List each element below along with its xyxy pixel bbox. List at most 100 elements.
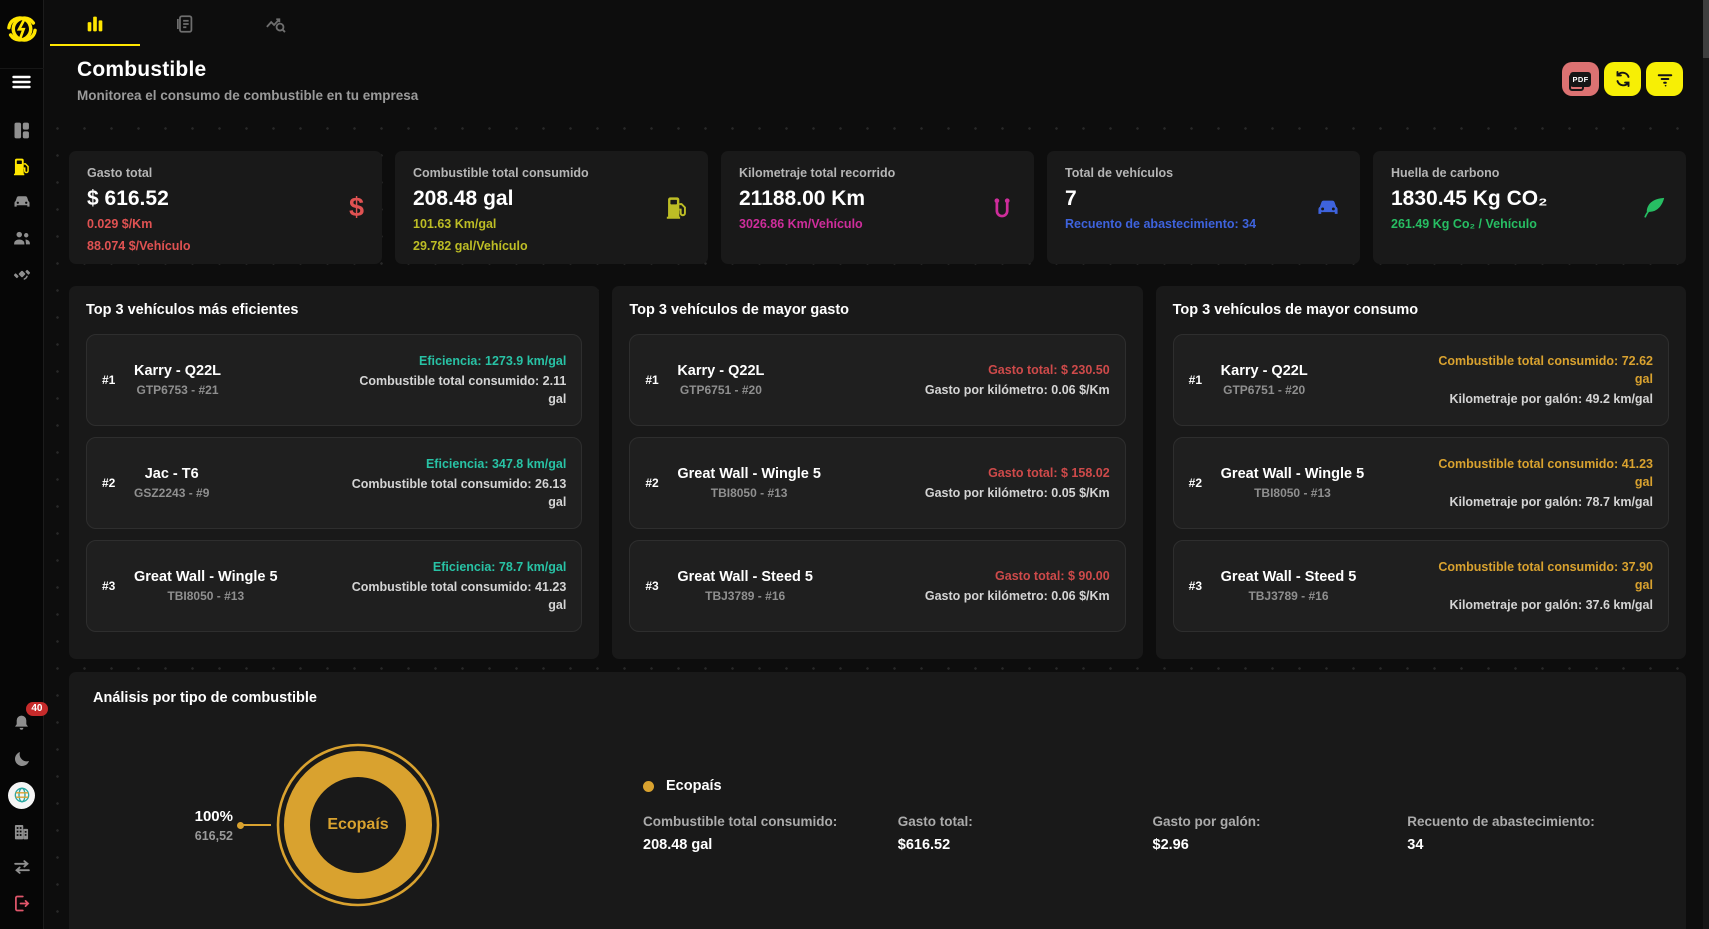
sidebar-bottom-group: 40 [0,702,48,921]
donut-value-label: 616,52 [194,828,233,843]
pdf-icon: PDF [1569,71,1592,87]
sidebar-item-dashboard[interactable] [0,112,44,148]
company-button[interactable] [0,813,44,849]
expense-value: Gasto total: $ 230.50 [988,362,1110,377]
detail-value: 208.48 gal [643,837,713,853]
analysis-title: Análisis por tipo de combustible [93,690,317,706]
fuel-pump-icon [666,197,686,219]
refresh-icon [1616,71,1629,87]
stat-value: $ 616.52 [87,187,169,210]
stat-sub: 261.49 Kg Co₂ / Vehículo [1391,217,1537,231]
detail-fuel-consumed: Combustible total consumido: 208.48 gal [643,814,898,853]
filter-button[interactable] [1646,62,1683,96]
vehicle-row: #3 Great Wall - Steed 5 TBJ3789 - #16 Co… [1172,540,1669,632]
vehicle-name: Jac - T6 [144,466,199,482]
sidebar-item-fuel[interactable] [0,148,44,184]
vehicle-plate: GTP6751 - #20 [679,383,762,397]
stat-sub: 88.074 $/Vehículo [87,238,191,253]
top3-consumption-card: Top 3 vehículos de mayor consumo #1 Karr… [1155,286,1686,659]
sidebar: 40 [0,0,48,929]
top3-row: Top 3 vehículos más eficientes #1 Karry … [69,286,1686,659]
rank-label: #1 [1188,373,1203,387]
rank-label: #1 [102,373,116,387]
route-icon [994,198,1010,218]
vehicle-row: #3 Great Wall - Wingle 5 TBI8050 - #13 E… [86,540,583,632]
detail-expense-per-gallon: Gasto por galón: $2.96 [1153,814,1408,853]
consumption-value: Combustible total consumido: 37.90 gal [1438,559,1653,592]
expense-per-km-value: Gasto por kilómetro: 0.06 $/Km [924,383,1110,397]
tab-analytics[interactable] [230,0,320,48]
moon-icon [14,752,29,766]
building-icon [14,824,29,839]
page-title: Combustible [77,58,207,81]
hamburger-icon [12,75,31,92]
vehicle-name: Great Wall - Steed 5 [1220,569,1357,585]
page-scrollbar[interactable] [1703,0,1709,929]
expense-per-km-value: Gasto por kilómetro: 0.05 $/Km [924,486,1110,500]
detail-label: Recuento de abastecimiento: [1407,814,1595,829]
stat-card-fuel-consumed: Combustible total consumido 208.48 gal 1… [395,151,708,264]
efficiency-value: Eficiencia: 78.7 km/gal [432,559,567,574]
top3-efficiency-card: Top 3 vehículos más eficientes #1 Karry … [69,286,600,659]
logout-button[interactable] [0,885,44,921]
scrollbar-thumb[interactable] [1703,0,1709,58]
leaf-icon [1644,197,1665,218]
gps-tracker-icon [13,269,30,280]
fuel-log-icon [176,15,193,33]
expense-per-km-value: Gasto por kilómetro: 0.06 $/Km [924,589,1110,603]
stat-value: 7 [1065,187,1077,210]
tab-charts[interactable] [50,0,140,48]
transfers-button[interactable] [0,849,44,885]
stat-label: Gasto total [87,166,153,180]
efficiency-value: Eficiencia: 347.8 km/gal [425,456,567,471]
stat-card-total-expense: Gasto total $ 616.52 0.029 $/Km 88.074 $… [69,151,382,264]
card-title: Top 3 vehículos de mayor consumo [1172,302,1419,318]
bar-chart-icon [87,16,103,32]
vehicle-plate: TBJ3789 - #16 [705,589,786,603]
stat-label: Kilometraje total recorrido [739,166,896,180]
vehicle-row: #2 Great Wall - Wingle 5 TBI8050 - #13 G… [629,437,1126,529]
km-per-gallon-value: Kilometraje por galón: 49.2 km/gal [1449,392,1653,407]
rank-label: #3 [1188,579,1203,593]
dashboard-content: Gasto total $ 616.52 0.029 $/Km 88.074 $… [44,115,1709,929]
vehicle-plate: TBJ3789 - #16 [1248,589,1329,603]
stat-sub: 0.029 $/Km [87,217,153,231]
consumption-value: Combustible total consumido: 41.23 gal [1438,456,1653,489]
stat-value: 208.48 gal [413,187,514,210]
notifications-button[interactable]: 40 [0,702,48,741]
stat-sub: Recuento de abastecimiento: 34 [1065,217,1257,231]
legend-item-ecopais[interactable]: Ecopaís [643,778,1662,794]
dark-mode-button[interactable] [0,741,44,777]
rank-label: #2 [1188,476,1203,490]
stat-label: Total de vehículos [1065,166,1174,180]
stat-label: Huella de carbono [1391,166,1500,180]
card-title: Top 3 vehículos de mayor gasto [629,302,850,318]
notification-badge: 40 [26,702,48,716]
sidebar-item-gps[interactable] [0,256,44,292]
detail-value: $2.96 [1152,837,1189,853]
transfer-arrows-icon [13,860,30,874]
vehicle-plate: TBI8050 - #13 [167,589,245,603]
export-pdf-button[interactable]: PDF [1562,62,1599,96]
main-area: Combustible Monitorea el consumo de comb… [44,0,1709,929]
fuel-type-details: Ecopaís Combustible total consumido: 208… [643,778,1662,853]
sidebar-item-users[interactable] [0,220,44,256]
donut-chart[interactable]: Ecopaís [273,740,443,910]
menu-toggle-button[interactable] [0,68,44,98]
vehicle-name: Great Wall - Wingle 5 [677,466,821,482]
page-header: Combustible Monitorea el consumo de comb… [44,48,1709,115]
dollar-icon: $ [348,192,364,222]
stat-card-total-distance: Kilometraje total recorrido 21188.00 Km … [721,151,1034,264]
sidebar-item-vehicles[interactable] [0,184,44,220]
vehicle-row: #2 Jac - T6 GSZ2243 - #9 Eficiencia: 347… [86,437,583,529]
language-button[interactable] [0,777,44,813]
rank-label: #2 [645,476,659,490]
consumption-value: Combustible total consumido: 72.62 gal [1438,353,1653,386]
vehicle-name: Karry - Q22L [1220,363,1308,379]
refresh-button[interactable] [1604,62,1641,96]
tab-fuel-log[interactable] [140,0,230,48]
stat-value: 1830.45 Kg CO₂ [1391,187,1548,210]
donut-percent-label: 100% [194,807,233,825]
fuel-analysis-card: Análisis por tipo de combustible 100% 61… [69,672,1686,929]
